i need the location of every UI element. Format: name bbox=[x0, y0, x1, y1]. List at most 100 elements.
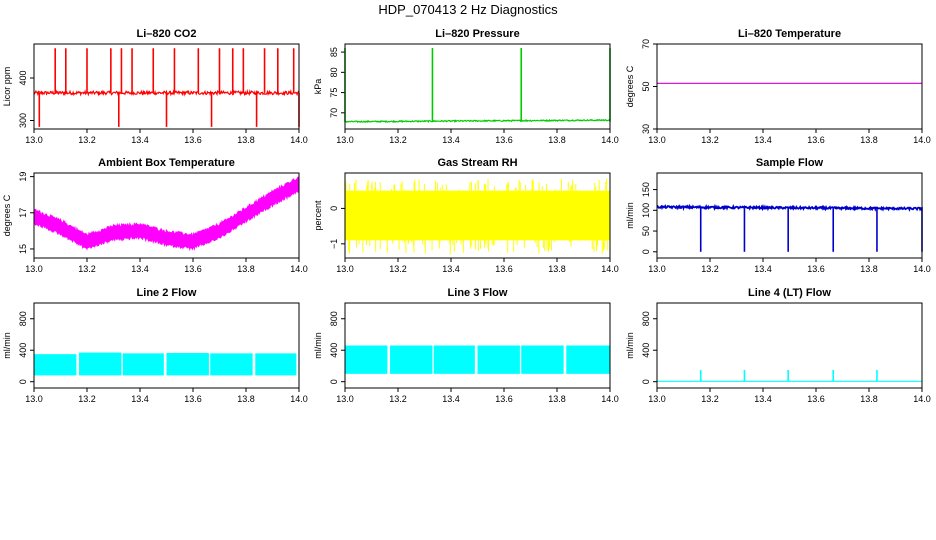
x-tick-label: 14.0 bbox=[601, 394, 619, 404]
panel-0: Li–820 CO2 Licor ppm 13.0 13.2 13.4 13.6 13.8 1… bbox=[2, 28, 308, 145]
co2-series bbox=[33, 88, 300, 97]
flow-segment bbox=[521, 345, 564, 374]
plot-frame bbox=[33, 172, 300, 259]
y-tick-label: 400 bbox=[641, 343, 651, 358]
panel-title: Line 3 Flow bbox=[448, 287, 508, 299]
flow-segment bbox=[433, 345, 475, 374]
x-tick-label: 13.6 bbox=[807, 135, 825, 145]
y-tick-label: 0 bbox=[641, 249, 651, 254]
panel-7: Line 3 Flow ml/min 13.0 13.2 13.4 13.6 13.8 14.… bbox=[313, 287, 619, 404]
x-tick-label: 13.0 bbox=[25, 264, 43, 274]
x-tick-label: 13.6 bbox=[184, 135, 202, 145]
x-tick-label: 13.6 bbox=[495, 394, 513, 404]
y-tick-label: 15 bbox=[18, 244, 28, 254]
y-tick-label: 0 bbox=[18, 379, 28, 384]
x-tick-label: 13.0 bbox=[648, 264, 666, 274]
x-tick-label: 13.8 bbox=[237, 135, 255, 145]
y-tick-label: 30 bbox=[641, 124, 651, 134]
panel-6: Line 2 Flow ml/min 13.0 13.2 13.4 13.6 13.8 14.… bbox=[2, 287, 308, 404]
y-axis-label: kPa bbox=[313, 79, 323, 95]
x-tick-label: 13.6 bbox=[184, 394, 202, 404]
x-tick-label: 14.0 bbox=[913, 264, 931, 274]
flow-segment bbox=[566, 345, 610, 374]
panel-8: Line 4 (LT) Flow ml/min 13.0 13.2 13.4 13.6 13… bbox=[625, 287, 931, 404]
y-tick-label: 100 bbox=[641, 203, 651, 218]
flow-segment bbox=[122, 353, 164, 376]
y-tick-label: 50 bbox=[641, 226, 651, 236]
x-tick-label: 13.0 bbox=[25, 135, 43, 145]
x-tick-label: 13.2 bbox=[701, 394, 719, 404]
x-tick-label: 14.0 bbox=[290, 264, 308, 274]
y-tick-label: 800 bbox=[329, 311, 339, 326]
x-tick-label: 13.8 bbox=[548, 394, 566, 404]
y-tick-label: 17 bbox=[18, 208, 28, 218]
plot-frame bbox=[344, 172, 611, 259]
x-tick-label: 13.2 bbox=[78, 135, 96, 145]
panel-3: Ambient Box Temperature degrees C 13.0 13.2… bbox=[2, 157, 308, 274]
x-tick-label: 13.4 bbox=[442, 264, 460, 274]
x-tick-label: 13.8 bbox=[860, 394, 878, 404]
panel-title: Li–820 Pressure bbox=[435, 28, 519, 40]
x-tick-label: 13.4 bbox=[131, 394, 149, 404]
panel-2: Li–820 Temperature degrees C 13.0 13.2 13.4 1… bbox=[625, 28, 931, 145]
y-tick-label: 800 bbox=[18, 311, 28, 326]
plot-frame bbox=[344, 43, 611, 130]
y-tick-label: 0 bbox=[329, 206, 339, 211]
y-tick-label: 85 bbox=[329, 47, 339, 57]
y-tick-label: 300 bbox=[18, 113, 28, 128]
x-tick-label: 13.8 bbox=[237, 264, 255, 274]
panel-5: Sample Flow ml/min 13.0 13.2 13.4 13.6 13.8 14.… bbox=[625, 157, 931, 274]
flow-segment bbox=[255, 353, 297, 376]
rh-band bbox=[345, 190, 610, 241]
y-tick-label: 800 bbox=[641, 311, 651, 326]
x-tick-label: 13.6 bbox=[495, 135, 513, 145]
y-tick-label: 0 bbox=[641, 379, 651, 384]
sample-flow-series bbox=[656, 203, 923, 212]
panel-1: Li–820 Pressure kPa 13.0 13.2 13.4 13.6 13.8 14… bbox=[313, 28, 619, 145]
x-tick-label: 13.2 bbox=[389, 264, 407, 274]
x-tick-label: 13.6 bbox=[495, 264, 513, 274]
x-tick-label: 13.0 bbox=[648, 394, 666, 404]
plot-frame bbox=[656, 43, 923, 130]
x-tick-label: 13.2 bbox=[701, 135, 719, 145]
y-axis-label: Licor ppm bbox=[2, 67, 12, 107]
box-temperature-band bbox=[33, 176, 300, 252]
y-tick-label: 400 bbox=[329, 343, 339, 358]
y-axis-label: ml/min bbox=[2, 332, 12, 359]
x-tick-label: 13.6 bbox=[184, 264, 202, 274]
x-tick-label: 13.6 bbox=[807, 394, 825, 404]
x-tick-label: 13.4 bbox=[131, 264, 149, 274]
plot-frame bbox=[656, 172, 923, 259]
x-tick-label: 13.4 bbox=[754, 135, 772, 145]
panel-title: Li–820 CO2 bbox=[137, 28, 197, 40]
x-tick-label: 13.0 bbox=[25, 394, 43, 404]
y-axis-label: degrees C bbox=[625, 65, 635, 107]
y-axis-label: percent bbox=[313, 200, 323, 231]
plot-frame bbox=[33, 302, 300, 389]
y-tick-label: 400 bbox=[18, 70, 28, 85]
flow-segment bbox=[390, 345, 433, 374]
flow-segment bbox=[79, 352, 122, 376]
panel-title: Gas Stream RH bbox=[437, 157, 517, 169]
flow-segment bbox=[345, 345, 388, 374]
panel-title: Sample Flow bbox=[756, 157, 824, 169]
x-tick-label: 14.0 bbox=[601, 135, 619, 145]
flow-segment bbox=[34, 354, 77, 376]
y-axis-label: ml/min bbox=[625, 332, 635, 359]
x-tick-label: 13.2 bbox=[389, 135, 407, 145]
x-tick-label: 13.4 bbox=[131, 135, 149, 145]
y-tick-label: 70 bbox=[329, 108, 339, 118]
x-tick-label: 13.2 bbox=[78, 394, 96, 404]
y-tick-label: 150 bbox=[641, 182, 651, 197]
plot-frame bbox=[344, 302, 611, 389]
y-axis-label: ml/min bbox=[313, 332, 323, 359]
flow-segment bbox=[166, 352, 209, 376]
x-tick-label: 13.2 bbox=[701, 264, 719, 274]
panel-title: Line 4 (LT) Flow bbox=[748, 287, 831, 299]
x-tick-label: 14.0 bbox=[913, 135, 931, 145]
x-tick-label: 13.8 bbox=[860, 264, 878, 274]
y-tick-label: 19 bbox=[18, 172, 28, 182]
x-tick-label: 13.8 bbox=[860, 135, 878, 145]
panel-title: Line 2 Flow bbox=[137, 287, 197, 299]
